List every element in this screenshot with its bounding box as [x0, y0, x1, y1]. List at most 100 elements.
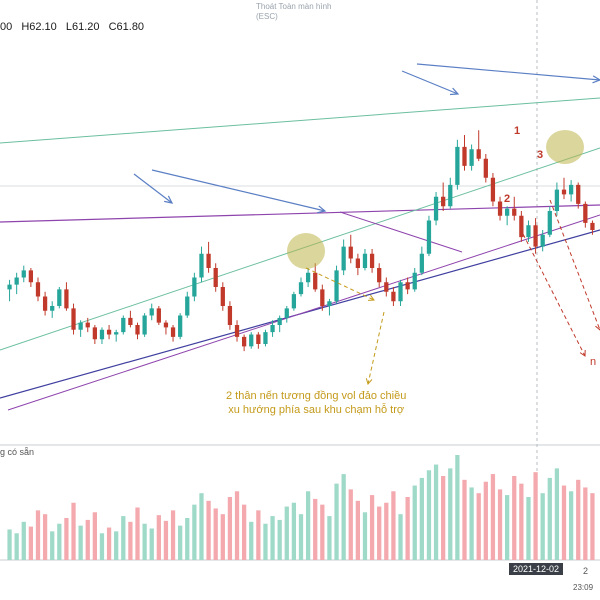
- arrow-shaft: [151, 169, 326, 212]
- candle-body: [490, 177, 496, 202]
- dashed-arrow-projection-2: [549, 199, 600, 331]
- volume-bar: [355, 500, 360, 560]
- volume-bar: [249, 521, 254, 560]
- candle: [256, 332, 261, 349]
- arrow-to-peak: [151, 169, 327, 214]
- candle-body: [505, 208, 510, 216]
- candle-body: [334, 270, 339, 302]
- volume-bar: [497, 489, 503, 560]
- x-axis-time: 23:09: [573, 583, 594, 592]
- annotation-text: 2 thân nến tương đồng vol đảo chiều xu h…: [226, 389, 406, 417]
- candle: [234, 320, 240, 342]
- volume-bar: [99, 533, 105, 560]
- candle: [568, 180, 574, 202]
- candle: [128, 310, 133, 328]
- candle-body: [583, 203, 588, 223]
- candle: [270, 320, 275, 337]
- dashed-head: [367, 294, 375, 301]
- candle-body: [270, 325, 275, 333]
- candle: [85, 317, 90, 333]
- exit-fullscreen-hint[interactable]: Thoát Toàn màn hình (ESC): [256, 2, 331, 22]
- candle-body: [291, 294, 297, 309]
- volume-bar: [554, 468, 560, 560]
- candle-body: [128, 317, 133, 325]
- volume-bar: [341, 474, 346, 560]
- candle-body: [78, 322, 83, 330]
- arrow-shaft: [133, 173, 173, 204]
- volume-bar: [384, 502, 389, 560]
- candle-body: [568, 184, 574, 195]
- candle-body: [192, 277, 197, 297]
- candle: [163, 320, 169, 335]
- candle: [398, 279, 403, 306]
- candle: [391, 287, 396, 306]
- volume-bar: [114, 531, 119, 560]
- volume-label: g có sẵn: [0, 447, 35, 457]
- highlight-circle-left: [287, 233, 325, 269]
- candle: [199, 246, 204, 283]
- candle-body: [57, 289, 62, 306]
- volume-bar: [64, 518, 69, 560]
- candle: [106, 325, 112, 340]
- x-axis-next-date: 2: [583, 566, 589, 576]
- candle-body: [412, 272, 417, 290]
- dashed-shaft: [305, 267, 375, 301]
- volume-bar: [199, 493, 204, 560]
- volume-bar: [576, 479, 581, 560]
- volume-bar: [348, 489, 353, 560]
- volume-bar: [263, 523, 268, 560]
- candle: [547, 206, 552, 238]
- candle: [291, 291, 297, 311]
- volume-bar: [213, 508, 218, 560]
- candle: [583, 201, 588, 228]
- candle: [505, 206, 510, 226]
- candle-body: [263, 332, 268, 344]
- candle-body: [540, 234, 545, 247]
- candle-body: [405, 282, 410, 290]
- candle: [334, 265, 339, 304]
- volume-bar: [178, 525, 183, 560]
- arrow-shaft: [416, 63, 600, 81]
- candle-body: [149, 308, 154, 316]
- volume-bar: [106, 527, 112, 560]
- candle: [305, 268, 311, 287]
- candle-body: [135, 325, 140, 335]
- candle-body: [476, 149, 481, 159]
- arrow-top-right: [416, 63, 600, 84]
- candle-body: [320, 289, 325, 306]
- volume-bar: [270, 516, 275, 560]
- candle-body: [469, 149, 474, 166]
- volume-bar: [227, 497, 233, 560]
- volume-bar: [377, 506, 382, 560]
- volume-bar: [185, 518, 190, 560]
- candle: [554, 182, 560, 216]
- trendline-teal-upper: [0, 97, 600, 144]
- candle: [50, 301, 55, 318]
- arrow-head: [317, 205, 327, 214]
- volume-bar: [284, 506, 289, 560]
- volume-bar: [277, 519, 282, 560]
- volume-bar: [419, 477, 424, 560]
- x-axis-highlight-date: 2021-12-02: [509, 563, 564, 575]
- candle: [249, 332, 254, 349]
- volume-bar: [490, 474, 496, 560]
- candle: [540, 230, 545, 252]
- candle: [277, 315, 282, 333]
- volume-bar: [334, 483, 339, 560]
- volume-bar: [448, 468, 453, 560]
- dashed-shaft: [519, 227, 586, 357]
- dashed-arrow-projection-1: [519, 227, 586, 357]
- candle-body: [391, 291, 396, 302]
- candle-body: [547, 211, 552, 235]
- candle-body: [348, 246, 353, 259]
- dashed-arrow-annotation-2: [305, 267, 375, 301]
- candle-body: [419, 253, 424, 273]
- wave-label-1: 1: [514, 125, 521, 137]
- volume-bar: [14, 533, 19, 560]
- candle: [341, 239, 346, 276]
- candle: [448, 177, 453, 209]
- candle: [57, 287, 62, 309]
- candle-body: [206, 253, 211, 268]
- candle-body: [448, 184, 453, 207]
